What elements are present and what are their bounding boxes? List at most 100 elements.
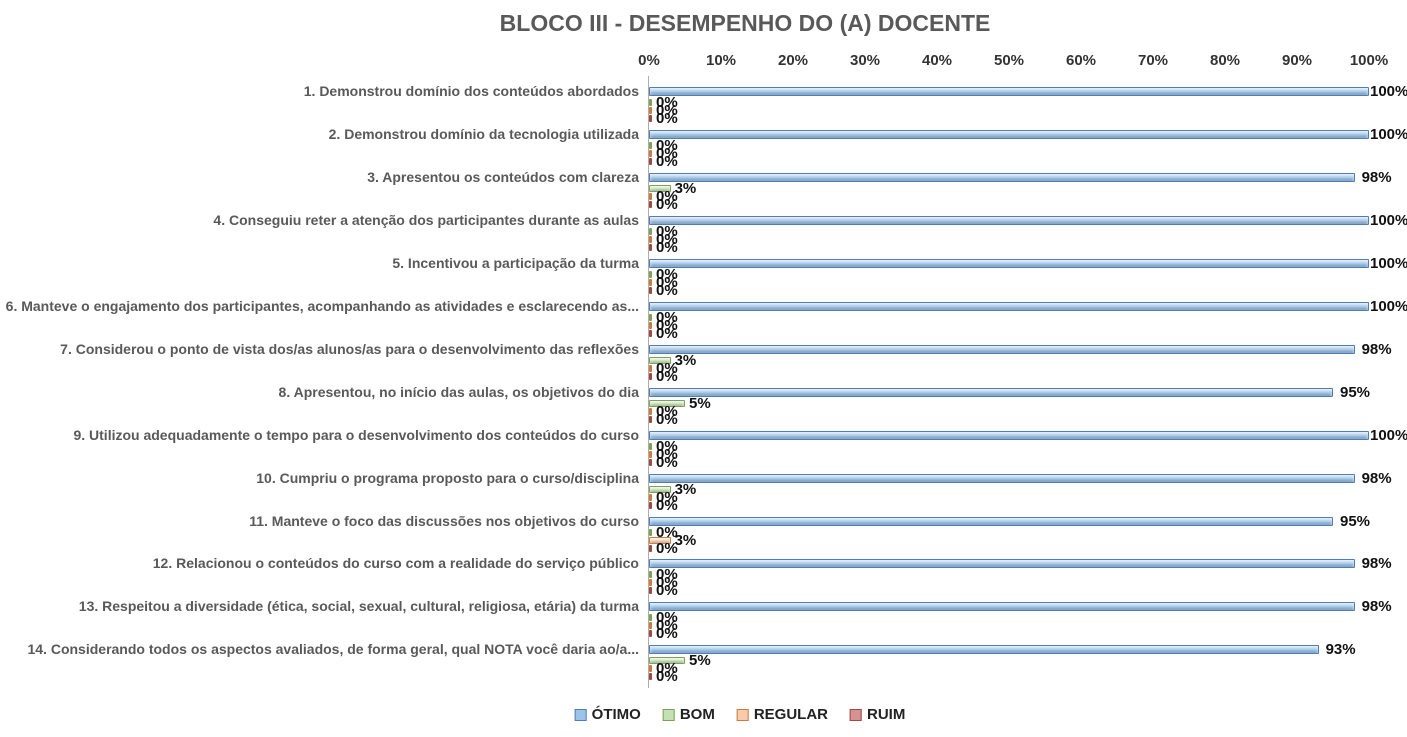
bar-regular <box>649 107 652 114</box>
data-label-bom: 0% <box>656 136 678 154</box>
data-label-ruim: 0% <box>656 238 678 256</box>
bar-ruim <box>649 157 652 165</box>
bar-ruim <box>649 372 652 380</box>
data-label-ótimo: 100% <box>1370 297 1407 315</box>
data-label-bom: 3% <box>674 179 697 197</box>
bar-regular <box>649 450 652 458</box>
data-label-ruim: 0% <box>656 410 678 428</box>
data-label-ruim: 0% <box>656 110 678 127</box>
category-label: 7. Considerou o ponto de vista dos/as al… <box>60 340 639 357</box>
bar-regular <box>649 579 652 587</box>
data-label-regular: 0% <box>656 187 678 205</box>
data-label-ruim: 0% <box>656 324 678 342</box>
bar-regular <box>649 149 652 157</box>
data-label-ótimo: 98% <box>1361 340 1392 358</box>
category-label: 2. Demonstrou domínio da tecnologia util… <box>328 125 639 142</box>
bar-ótimo <box>649 473 1355 483</box>
data-label-regular: 0% <box>656 144 678 162</box>
category-label: 10. Cumpriu o programa proposto para o c… <box>256 469 639 486</box>
bar-ótimo <box>649 516 1333 526</box>
data-label-bom: 0% <box>656 437 678 455</box>
bar-ruim <box>649 243 652 251</box>
bar-ruim <box>649 286 652 294</box>
bar-regular <box>649 321 652 329</box>
data-label-regular: 0% <box>656 230 678 248</box>
bar-ruim <box>649 115 652 122</box>
bar-ótimo <box>649 430 1369 440</box>
bar-bom <box>649 184 671 192</box>
category-label: 14. Considerando todos os aspectos avali… <box>27 641 639 658</box>
legend-swatch-ruim <box>850 708 863 721</box>
data-label-regular: 0% <box>656 359 678 377</box>
data-label-bom: 0% <box>656 566 678 584</box>
legend-label: RUIM <box>867 706 906 723</box>
category-label: 13. Respeitou a diversidade (ética, soci… <box>78 598 639 615</box>
data-label-ótimo: 100% <box>1370 254 1407 272</box>
bar-bom <box>649 99 652 106</box>
bar-ruim <box>649 544 652 552</box>
bar-ótimo <box>649 87 1369 96</box>
x-axis-tick-label: 90% <box>1281 52 1313 69</box>
bar-ruim <box>649 415 652 423</box>
data-label-regular: 0% <box>656 102 678 119</box>
data-label-ótimo: 98% <box>1361 469 1392 487</box>
bar-regular <box>649 364 652 372</box>
bar-ótimo <box>649 215 1369 225</box>
data-label-ruim: 0% <box>656 625 678 643</box>
x-axis-tick-label: 100% <box>1349 52 1389 69</box>
data-label-regular: 0% <box>656 445 678 463</box>
legend-swatch-regular <box>736 708 749 721</box>
x-axis-tick-label: 70% <box>1137 52 1169 69</box>
data-label-ótimo: 100% <box>1370 83 1407 100</box>
bar-ótimo <box>649 301 1369 311</box>
data-label-ótimo: 95% <box>1340 383 1371 401</box>
legend-swatch-bom <box>662 708 675 721</box>
legend-item-ótimo: ÓTIMO <box>574 706 641 723</box>
bar-ruim <box>649 501 652 509</box>
bar-regular <box>649 493 652 501</box>
data-label-ruim: 0% <box>656 195 678 213</box>
bar-regular <box>649 622 652 630</box>
data-label-ruim: 0% <box>656 668 678 686</box>
data-label-regular: 0% <box>656 617 678 635</box>
legend-label: ÓTIMO <box>591 706 641 723</box>
data-label-ruim: 0% <box>656 152 678 170</box>
bar-regular <box>649 278 652 286</box>
bar-regular <box>649 407 652 415</box>
bar-bom <box>649 270 652 278</box>
category-label: 1. Demonstrou domínio dos conteúdos abor… <box>303 83 639 99</box>
x-axis-tick-label: 40% <box>921 52 953 69</box>
category-label: 9. Utilizou adequadamente o tempo para o… <box>73 426 639 443</box>
data-label-ótimo: 100% <box>1370 426 1407 444</box>
data-label-bom: 0% <box>656 222 678 240</box>
legend-label: REGULAR <box>753 706 829 723</box>
bar-bom <box>649 356 671 364</box>
bar-ótimo <box>649 387 1333 397</box>
bar-regular <box>649 536 671 544</box>
bar-bom <box>649 227 652 235</box>
x-axis-tick-label: 30% <box>849 52 881 69</box>
bar-ótimo <box>649 602 1355 612</box>
data-label-regular: 0% <box>656 273 678 291</box>
bar-ruim <box>649 200 652 208</box>
bar-bom <box>649 399 685 407</box>
x-axis-tick-label: 60% <box>1065 52 1097 69</box>
category-label: 8. Apresentou, no início das aulas, os o… <box>278 383 639 400</box>
x-axis-tick-label: 80% <box>1209 52 1241 69</box>
data-label-regular: 0% <box>656 488 678 506</box>
bar-ótimo <box>649 645 1319 655</box>
data-label-ótimo: 93% <box>1325 641 1356 659</box>
bar-ruim <box>649 673 652 681</box>
bar-ruim <box>649 329 652 337</box>
data-label-regular: 0% <box>656 574 678 592</box>
data-label-ruim: 0% <box>656 539 678 557</box>
legend-item-bom: BOM <box>662 706 715 723</box>
data-label-bom: 0% <box>656 609 678 627</box>
bar-ótimo <box>649 559 1355 569</box>
bar-bom <box>649 485 671 493</box>
category-label: 3. Apresentou os conteúdos com clareza <box>367 168 639 185</box>
data-label-regular: 3% <box>674 531 697 549</box>
data-label-ótimo: 98% <box>1361 168 1392 186</box>
data-label-ruim: 0% <box>656 496 678 514</box>
data-label-bom: 3% <box>674 480 697 498</box>
